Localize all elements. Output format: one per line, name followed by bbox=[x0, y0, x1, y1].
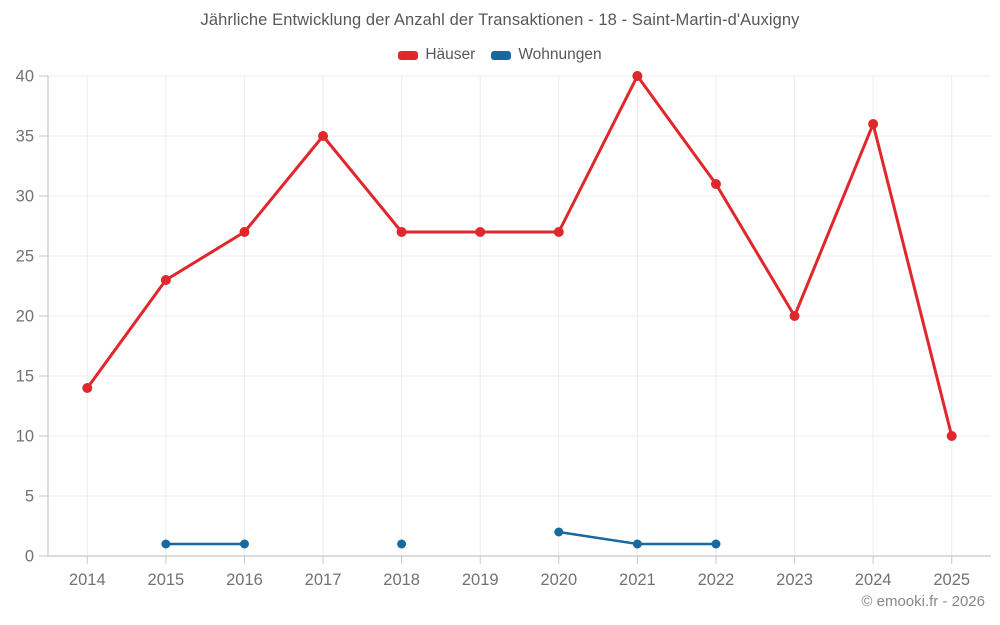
point-wohnungen-2021[interactable] bbox=[632, 539, 642, 549]
legend-swatch-wohnungen bbox=[491, 50, 512, 60]
point-haeuser-2020[interactable] bbox=[553, 227, 564, 237]
point-haeuser-2015[interactable] bbox=[160, 275, 171, 285]
point-wohnungen-2016[interactable] bbox=[239, 539, 249, 549]
series-line-haeuser bbox=[85, 74, 954, 438]
copyright-notice: © emooki.fr - 2026 bbox=[861, 593, 985, 610]
point-haeuser-2016[interactable] bbox=[239, 227, 250, 237]
y-tick-label: 25 bbox=[16, 248, 34, 266]
point-wohnungen-2022[interactable] bbox=[711, 539, 721, 549]
x-tick-label: 2019 bbox=[462, 571, 499, 589]
x-tick-label: 2016 bbox=[226, 571, 263, 589]
point-wohnungen-2020[interactable] bbox=[554, 527, 564, 537]
x-tick-label: 2025 bbox=[933, 571, 970, 589]
y-tick-label: 40 bbox=[16, 68, 34, 86]
y-tick-label: 20 bbox=[16, 308, 34, 326]
point-haeuser-2019[interactable] bbox=[475, 227, 486, 237]
y-tick-label: 10 bbox=[16, 428, 34, 446]
x-tick-label: 2020 bbox=[540, 571, 577, 589]
legend-label: Häuser bbox=[425, 46, 476, 63]
point-haeuser-2021[interactable] bbox=[632, 71, 643, 81]
chart-title: Jährliche Entwicklung der Anzahl der Tra… bbox=[200, 11, 800, 29]
point-wohnungen-2018[interactable] bbox=[397, 539, 407, 549]
legend-label: Wohnungen bbox=[518, 46, 602, 63]
legend-swatch-haeuser bbox=[398, 50, 419, 60]
x-tick-label: 2022 bbox=[698, 571, 735, 589]
point-haeuser-2025[interactable] bbox=[946, 431, 957, 441]
x-tick-label: 2014 bbox=[69, 571, 106, 589]
point-haeuser-2018[interactable] bbox=[396, 227, 407, 237]
x-tick-label: 2024 bbox=[855, 571, 892, 589]
x-tick-label: 2023 bbox=[776, 571, 813, 589]
legend-item-haeuser[interactable]: Häuser bbox=[398, 46, 475, 64]
y-tick-label: 0 bbox=[25, 548, 34, 566]
point-haeuser-2014[interactable] bbox=[82, 383, 93, 393]
point-haeuser-2023[interactable] bbox=[789, 311, 800, 321]
x-tick-label: 2021 bbox=[619, 571, 656, 589]
y-tick-label: 15 bbox=[16, 368, 34, 386]
point-haeuser-2017[interactable] bbox=[318, 131, 329, 141]
y-tick-label: 30 bbox=[16, 188, 34, 206]
legend-item-wohnungen[interactable]: Wohnungen bbox=[491, 46, 602, 64]
x-tick-label: 2017 bbox=[305, 571, 342, 589]
point-wohnungen-2015[interactable] bbox=[161, 539, 171, 549]
x-tick-label: 2018 bbox=[383, 571, 420, 589]
y-tick-label: 35 bbox=[16, 128, 34, 146]
point-haeuser-2022[interactable] bbox=[710, 179, 721, 189]
x-tick-label: 2015 bbox=[148, 571, 185, 589]
y-tick-label: 5 bbox=[25, 488, 34, 506]
point-haeuser-2024[interactable] bbox=[868, 119, 879, 129]
legend: Häuser Wohnungen bbox=[0, 46, 1000, 64]
